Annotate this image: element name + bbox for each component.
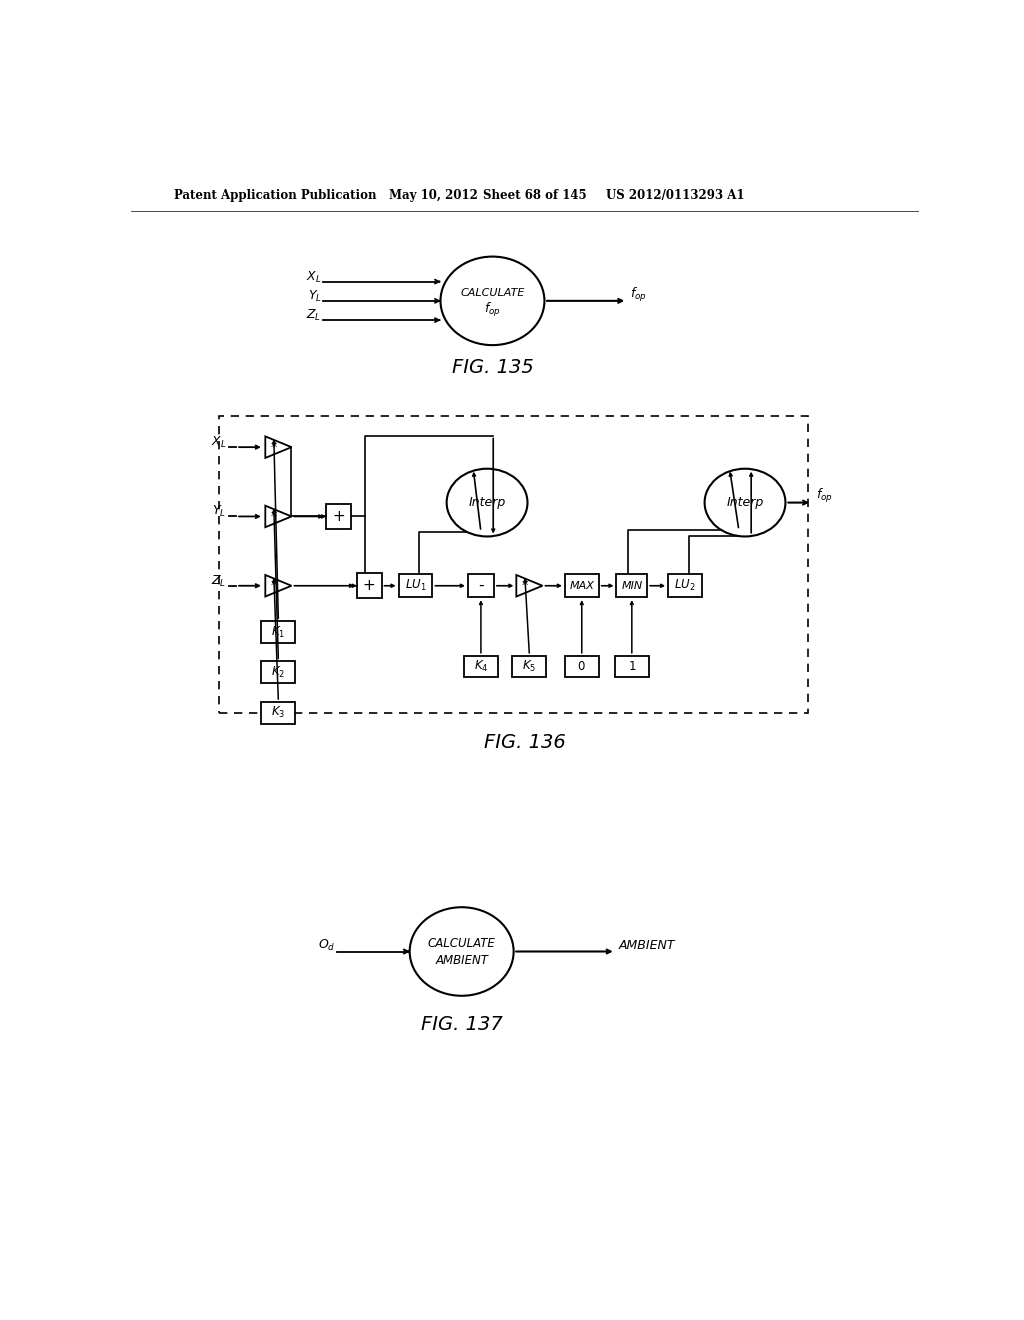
Bar [565, 656, 599, 677]
Bar [616, 574, 647, 598]
Text: $1$: $1$ [628, 660, 636, 673]
Bar [398, 574, 432, 598]
Ellipse shape [440, 256, 545, 345]
Text: $X_L$: $X_L$ [306, 269, 322, 285]
Text: $Y_L$: $Y_L$ [212, 504, 226, 519]
Text: $X_L$: $X_L$ [211, 436, 226, 450]
Bar [668, 574, 701, 598]
Text: MAX: MAX [569, 581, 594, 591]
Bar [326, 504, 351, 529]
Text: Interp: Interp [726, 496, 764, 510]
Bar [261, 622, 295, 643]
Text: AMBIENT: AMBIENT [618, 939, 675, 952]
Text: $K_4$: $K_4$ [474, 659, 488, 675]
Text: CALCULATE: CALCULATE [428, 937, 496, 950]
Bar [565, 574, 599, 598]
Text: $K_1$: $K_1$ [271, 624, 286, 639]
Text: Interp: Interp [468, 496, 506, 510]
Bar [464, 656, 498, 677]
Text: $f_{op}$: $f_{op}$ [484, 301, 501, 319]
Text: $LU_1$: $LU_1$ [404, 578, 426, 593]
Ellipse shape [705, 469, 785, 536]
Text: *: * [271, 579, 278, 593]
Text: $Z_L$: $Z_L$ [306, 308, 322, 323]
Text: $K_5$: $K_5$ [522, 659, 537, 675]
Text: Sheet 68 of 145: Sheet 68 of 145 [483, 189, 587, 202]
Bar [468, 574, 494, 598]
Text: $K_2$: $K_2$ [271, 664, 286, 680]
Bar [219, 416, 808, 713]
Text: $O_d$: $O_d$ [317, 937, 336, 953]
Bar [512, 656, 547, 677]
Text: FIG. 135: FIG. 135 [452, 358, 534, 378]
Bar [261, 702, 295, 723]
Bar [357, 573, 382, 598]
Text: *: * [271, 510, 278, 523]
Text: *: * [271, 441, 278, 454]
Text: $K_3$: $K_3$ [271, 705, 286, 721]
Text: *: * [522, 579, 528, 593]
Text: -: - [478, 578, 483, 593]
Text: FIG. 136: FIG. 136 [484, 733, 565, 751]
Text: US 2012/0113293 A1: US 2012/0113293 A1 [606, 189, 744, 202]
Text: May 10, 2012: May 10, 2012 [388, 189, 477, 202]
Text: $LU_2$: $LU_2$ [674, 578, 695, 593]
Bar [614, 656, 649, 677]
Text: MIN: MIN [622, 581, 642, 591]
Text: $f_{op}$: $f_{op}$ [630, 285, 646, 304]
Ellipse shape [410, 907, 514, 995]
Text: $Z_L$: $Z_L$ [211, 574, 226, 589]
Text: $Y_L$: $Y_L$ [307, 289, 322, 304]
Text: AMBIENT: AMBIENT [435, 954, 488, 968]
Text: +: + [332, 510, 345, 524]
Bar [261, 661, 295, 682]
Text: $f_{op}$: $f_{op}$ [816, 487, 833, 506]
Text: +: + [362, 578, 376, 593]
Text: CALCULATE: CALCULATE [460, 288, 524, 298]
Text: FIG. 137: FIG. 137 [421, 1015, 503, 1034]
Ellipse shape [446, 469, 527, 536]
Text: Patent Application Publication: Patent Application Publication [174, 189, 377, 202]
Text: $0$: $0$ [578, 660, 586, 673]
